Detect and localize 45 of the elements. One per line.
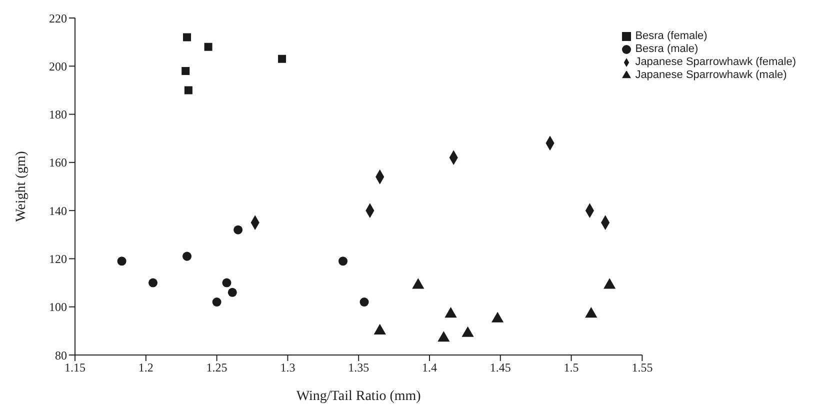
- point: [374, 324, 386, 334]
- point: [462, 326, 474, 337]
- x-tick-label: 1.3: [280, 360, 296, 375]
- y-tick-label: 80: [55, 348, 67, 362]
- point: [117, 256, 126, 266]
- point: [360, 298, 369, 307]
- point: [182, 252, 192, 261]
- point: [412, 278, 424, 289]
- legend-label: Japanese Sparrowhawk (male): [635, 69, 787, 81]
- point: [491, 312, 504, 322]
- point: [148, 278, 158, 288]
- legend-label: Besra (female): [635, 30, 708, 42]
- point: [234, 225, 243, 234]
- x-tick-label: 1.25: [206, 360, 228, 375]
- x-tick-label: 1.5: [564, 360, 579, 375]
- point: [603, 278, 616, 289]
- y-tick-label: 200: [49, 59, 67, 74]
- legend-label: Besra (male): [635, 43, 698, 55]
- x-tick-label: 1.55: [632, 360, 653, 375]
- point: [278, 54, 286, 63]
- point: [222, 278, 232, 288]
- y-tick-label: 180: [49, 108, 67, 122]
- point: [228, 288, 237, 297]
- point: [444, 307, 457, 318]
- point: [585, 307, 598, 318]
- y-tick-label: 160: [49, 156, 67, 170]
- y-tick-label: 120: [49, 252, 67, 266]
- x-tick-label: 1.15: [64, 360, 86, 375]
- legend-label: Japanese Sparrowhawk (female): [635, 56, 796, 68]
- y-axis-title: Weight (gm): [14, 150, 29, 222]
- point: [183, 33, 192, 42]
- y-tick-label: 100: [49, 300, 67, 314]
- x-tick-label: 1.4: [422, 360, 437, 375]
- x-axis-title: Wing/Tail Ratio (mm): [296, 389, 422, 404]
- point: [338, 256, 348, 266]
- y-tick-label: 220: [49, 11, 67, 26]
- point: [438, 331, 450, 342]
- x-tick-label: 1.35: [348, 360, 370, 375]
- y-tick-label: 140: [49, 204, 67, 218]
- x-tick-label: 1.2: [138, 360, 154, 375]
- point: [182, 66, 190, 75]
- point: [212, 298, 222, 307]
- point: [204, 42, 212, 51]
- point: [184, 86, 192, 94]
- x-tick-label: 1.45: [490, 360, 511, 375]
